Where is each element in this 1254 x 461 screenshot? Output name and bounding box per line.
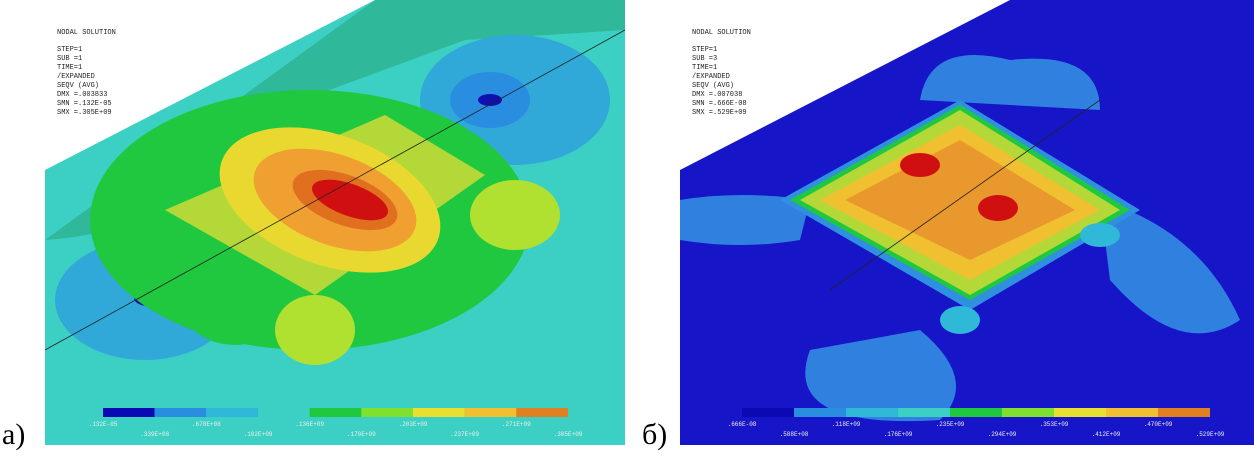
- colorbar-segment: [155, 408, 207, 417]
- colorbar-label: .136E+09: [295, 421, 324, 428]
- colorbar-label: .353E+09: [1040, 421, 1069, 428]
- colorbar-label: .678E+08: [192, 421, 221, 428]
- colorbar-label: .203E+09: [399, 421, 428, 428]
- colorbar-segment: [516, 408, 568, 417]
- header-line: NODAL SOLUTION: [57, 29, 116, 37]
- colorbar-label: .102E+09: [244, 431, 273, 438]
- colorbar-segment: [206, 408, 258, 417]
- header-line: SMX =.305E+09: [57, 109, 112, 117]
- page: {"panels": [ {"label": "а)", "header": […: [0, 0, 1254, 461]
- colorbar-label: .235E+09: [936, 421, 965, 428]
- colorbar-segment: [1002, 408, 1054, 417]
- colorbar-label: .132E-05: [89, 421, 118, 428]
- colorbar-label: .294E+09: [988, 431, 1017, 438]
- colorbar-segment: [846, 408, 898, 417]
- colorbar-segment: [361, 408, 413, 417]
- colorbar-label: .588E+08: [780, 431, 809, 438]
- header-line: SEQV (AVG): [692, 82, 734, 90]
- colorbar-segment: [413, 408, 465, 417]
- colorbar-segment: [742, 408, 794, 417]
- header-line: SUB =1: [57, 55, 82, 63]
- colorbar-label: .529E+09: [1196, 431, 1225, 438]
- colorbar-label: .237E+09: [450, 431, 479, 438]
- header-line: SUB =3: [692, 55, 717, 63]
- header-line: DMX =.007038: [692, 91, 742, 99]
- header-line: SMN =.666E-08: [692, 100, 747, 108]
- colorbar-label: .271E+09: [502, 421, 531, 428]
- header-line: SEQV (AVG): [57, 82, 99, 90]
- header-line: NODAL SOLUTION: [692, 29, 751, 37]
- colorbar-segment: [898, 408, 950, 417]
- panel-label: а): [2, 418, 25, 452]
- header-line: STEP=1: [692, 46, 717, 54]
- colorbar-segment: [103, 408, 155, 417]
- header-line: TIME=1: [57, 64, 82, 72]
- colorbar-label: .470E+09: [1144, 421, 1173, 428]
- colorbar-segment: [1106, 408, 1158, 417]
- header-line: SMX =.529E+09: [692, 109, 747, 117]
- colorbar-label: .118E+09: [832, 421, 861, 428]
- colorbar-label: .176E+09: [884, 431, 913, 438]
- colorbar-segment: [794, 408, 846, 417]
- header-line: /EXPANDED: [57, 73, 95, 81]
- colorbar-label: .339E+08: [140, 431, 169, 438]
- header-line: SMN =.132E-05: [57, 100, 112, 108]
- colorbar-segment: [465, 408, 517, 417]
- colorbar-segment: [950, 408, 1002, 417]
- colorbar-segment: [1054, 408, 1106, 417]
- header-line: TIME=1: [692, 64, 717, 72]
- header-line: /EXPANDED: [692, 73, 730, 81]
- colorbar-label: .666E-08: [728, 421, 757, 428]
- colorbar-segment: [310, 408, 362, 417]
- colorbar-segment: [258, 408, 310, 417]
- header-line: STEP=1: [57, 46, 82, 54]
- colorbar-label: .170E+09: [347, 431, 376, 438]
- colorbar-label: .412E+09: [1092, 431, 1121, 438]
- panel-label: б): [642, 418, 667, 452]
- colorbar-segment: [1158, 408, 1210, 417]
- colorbar-label: .305E+09: [554, 431, 583, 438]
- header-line: DMX =.003833: [57, 91, 107, 99]
